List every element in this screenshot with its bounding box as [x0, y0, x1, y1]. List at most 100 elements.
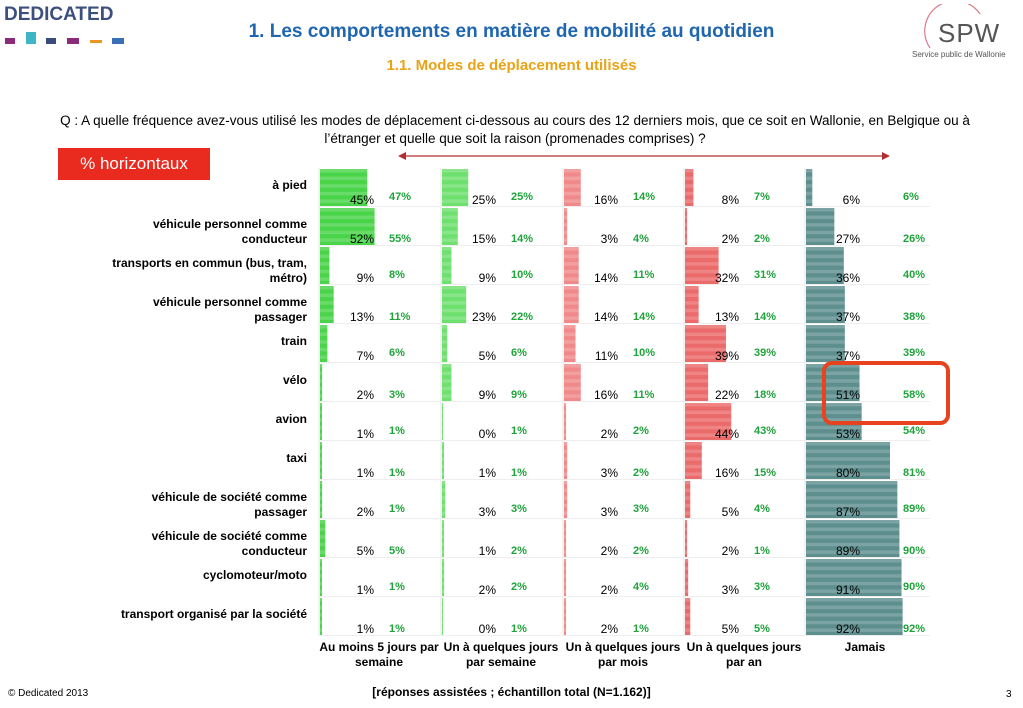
bar-band [564, 238, 568, 242]
bar-band [320, 247, 330, 251]
bar-band [806, 199, 813, 203]
bar-band [564, 371, 581, 376]
highlight-box [822, 361, 950, 425]
bar [320, 559, 322, 596]
bar-band [320, 169, 368, 173]
data-label: 3% [600, 232, 618, 246]
bar-band [320, 379, 323, 383]
reference-label: 81% [903, 467, 926, 479]
row-label: transport organisé par la société [120, 607, 307, 621]
bar-band [320, 605, 322, 610]
reference-label: 2% [633, 545, 649, 557]
reference-label: 39% [754, 347, 777, 359]
bar-band [320, 208, 375, 212]
reference-label: 10% [633, 347, 656, 359]
bar-band [806, 223, 835, 227]
reference-label: 6% [389, 347, 405, 359]
reference-label: 11% [633, 269, 655, 281]
bar-band [320, 176, 368, 181]
bar-band [806, 559, 902, 563]
bar-band [685, 598, 691, 602]
bar-band [564, 269, 579, 274]
bar-band [320, 364, 323, 368]
bar [564, 520, 567, 557]
bar-band [320, 191, 368, 196]
page-subtitle: 1.1. Modes de déplacement utilisés [386, 57, 637, 74]
data-label: 14% [593, 310, 618, 324]
bar-band [685, 449, 702, 454]
reference-label: 14% [633, 191, 656, 203]
bar-band [685, 223, 688, 227]
bar-band [320, 542, 326, 547]
bar-band [685, 386, 709, 391]
row-label: véhicule de société comme passager [151, 490, 307, 519]
bar [806, 325, 845, 362]
data-label: 27% [835, 232, 860, 246]
bar-band [685, 457, 702, 461]
bar-band [320, 442, 322, 446]
dedicated-logo: DEDICATED [4, 4, 114, 25]
bar-band [442, 410, 443, 415]
bar [442, 520, 444, 557]
bar-band [442, 542, 444, 547]
bar-band [564, 364, 581, 368]
reference-label: 2% [633, 467, 649, 479]
bar [320, 442, 322, 479]
bar-band [685, 559, 689, 563]
reference-label: 47% [389, 191, 412, 203]
bar-band [564, 199, 581, 203]
bar-band [564, 340, 576, 344]
bar-band [806, 308, 845, 313]
bar-band [564, 230, 568, 235]
reference-label: 3% [633, 503, 649, 515]
bar-band [442, 503, 446, 508]
bar-band [806, 301, 845, 305]
bar-band [806, 403, 862, 407]
page-title: 1. Les comportements en matière de mobil… [248, 21, 775, 42]
bar-band [320, 425, 322, 430]
bar-band [564, 394, 581, 398]
bar-band [685, 308, 699, 313]
data-label: 5% [721, 622, 739, 636]
bar-band [442, 176, 469, 181]
bar-band [806, 457, 890, 461]
bar-band [685, 613, 691, 617]
bar-band [685, 620, 691, 625]
bar-band [806, 442, 890, 446]
bar-band [320, 355, 328, 359]
reference-label: 18% [754, 389, 777, 401]
bar-band [806, 293, 845, 298]
bar-band [442, 496, 446, 500]
bar-band [564, 535, 567, 539]
bar-band [564, 542, 567, 547]
column-title: Au moins 5 jours par semaine [319, 640, 439, 669]
bar [442, 286, 467, 323]
bar-band [806, 394, 860, 398]
bar-band [685, 364, 709, 368]
reference-label: 8% [389, 269, 405, 281]
reference-label: 4% [754, 503, 770, 515]
bar-band [442, 442, 444, 446]
bar-band [442, 433, 443, 437]
bar-band [320, 433, 322, 437]
bar [685, 442, 702, 479]
bar-band [685, 269, 719, 274]
bar-band [685, 184, 694, 188]
bar [320, 169, 368, 206]
data-label: 80% [835, 466, 860, 480]
bar-band [320, 410, 322, 415]
data-label: 44% [714, 427, 739, 441]
data-label: 32% [714, 271, 739, 285]
bar-band [320, 215, 375, 220]
row-label: cyclomoteur/moto [202, 568, 307, 582]
bar-band [564, 442, 568, 446]
row-label: véhicule personnel comme passager [152, 295, 307, 324]
bar [564, 208, 568, 245]
bar-band [442, 566, 445, 571]
reference-label: 11% [633, 389, 655, 401]
bar-band [806, 433, 862, 437]
bar-band [685, 347, 726, 352]
bar [564, 169, 581, 206]
reference-label: 39% [903, 347, 926, 359]
